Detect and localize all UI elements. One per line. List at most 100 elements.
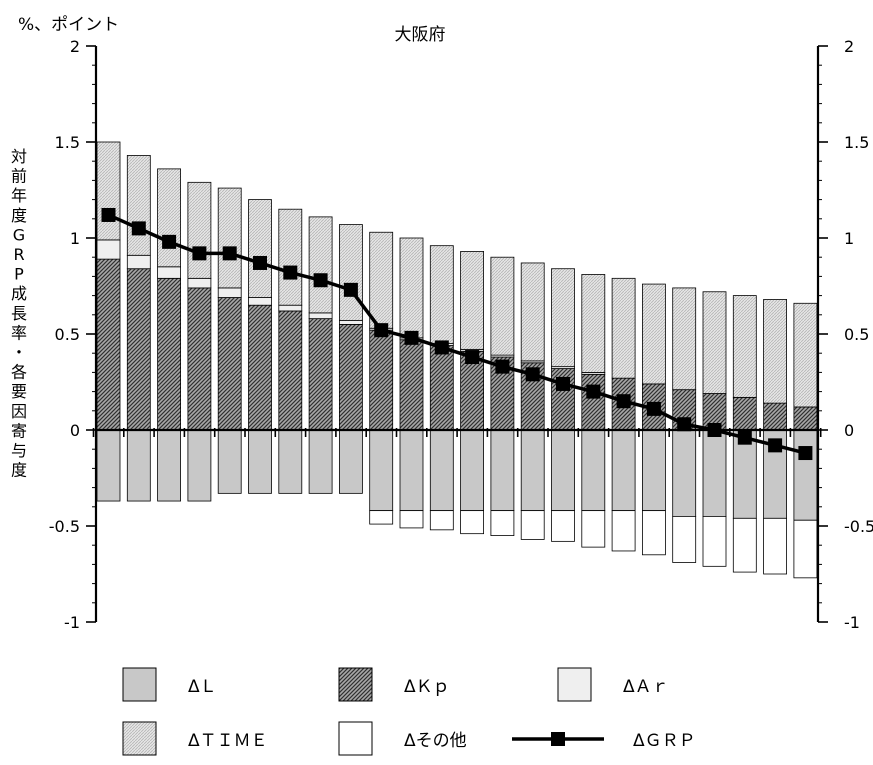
legend-label: ΔＡｒ [623, 677, 669, 697]
bar-other [551, 510, 575, 542]
grp-line-group [101, 207, 813, 461]
bar-ar [96, 239, 121, 260]
bar-l [490, 429, 515, 512]
grp-marker [798, 446, 813, 461]
grp-marker [707, 423, 722, 437]
unit-label: %、ポイント [18, 15, 119, 35]
bar-other [672, 516, 697, 563]
bar-kp [308, 318, 333, 431]
bar-other [732, 517, 757, 573]
bar-kp [763, 402, 787, 431]
grp-marker [283, 265, 298, 280]
bar-time [369, 231, 394, 329]
bar-other [702, 516, 727, 567]
grp-line [107, 213, 806, 455]
bar-time [611, 277, 636, 379]
y-tick-label-left: 1 [70, 229, 80, 248]
y-tick-label-right: 1 [844, 229, 854, 248]
grp-marker [222, 246, 237, 261]
y-tick-label-left: -1 [64, 613, 80, 632]
bar-time [308, 216, 333, 314]
bar-ar [308, 312, 333, 320]
legend-label: ΔＫｐ [404, 677, 450, 697]
bar-time [187, 181, 212, 279]
legend-label: ΔＴＩＭＥ [188, 731, 268, 751]
grp-marker [616, 394, 631, 409]
y-tick-label-left: 1.5 [55, 133, 80, 152]
bar-l [581, 429, 606, 512]
bar-l [369, 429, 394, 512]
bar-time [96, 141, 121, 241]
bar-l [551, 429, 575, 512]
legend: ΔＬ ΔＫｐ ΔＡｒ ΔＴＩＭＥ Δその他 ΔＧＲＰ [122, 667, 696, 756]
bar-l [338, 429, 363, 494]
bar-time [217, 187, 242, 289]
bar-ar [126, 254, 151, 270]
bar-l [611, 429, 636, 512]
bar-time [581, 274, 606, 373]
bar-time [338, 224, 363, 321]
bar-kp [369, 329, 394, 431]
legend-swatch-grp-marker [551, 732, 565, 746]
bar-time [520, 262, 545, 362]
bar-time [490, 256, 515, 356]
bar-l [157, 429, 182, 502]
bar-l [702, 429, 727, 517]
grp-marker [525, 367, 540, 382]
bar-time [429, 245, 454, 344]
bar-kp [793, 406, 818, 431]
grp-marker [374, 323, 389, 338]
bar-kp [217, 297, 242, 431]
grp-marker [465, 350, 480, 365]
bar-l [126, 429, 151, 502]
grp-marker [101, 207, 116, 222]
grp-marker [253, 255, 267, 270]
grp-marker [192, 246, 207, 261]
grp-marker [737, 430, 752, 445]
bar-kp [126, 268, 151, 431]
bar-kp [429, 345, 454, 431]
y-tick-label-right: 0.5 [844, 325, 869, 344]
y-tick-label-left: -0.5 [49, 517, 80, 536]
bar-l [308, 429, 333, 494]
grp-marker [495, 359, 510, 374]
bars-group [96, 141, 818, 579]
bar-other [520, 510, 545, 540]
y-tick-label-left: 2 [70, 37, 80, 56]
bar-time [732, 295, 757, 398]
bar-other [793, 519, 818, 579]
bar-time [702, 291, 727, 394]
bar-kp [278, 310, 303, 431]
legend-swatch [557, 667, 592, 702]
bar-l [187, 429, 212, 502]
bar-kp [157, 277, 182, 431]
bar-time [672, 287, 697, 391]
bar-kp [96, 258, 121, 431]
grp-marker [162, 234, 177, 249]
bar-ar [248, 297, 272, 306]
bar-ar [157, 266, 182, 279]
bar-other [369, 510, 394, 525]
bar-kp [581, 373, 606, 431]
grp-marker [677, 417, 692, 432]
grp-marker [586, 384, 601, 399]
bar-l [460, 429, 485, 512]
bar-time [642, 283, 666, 385]
bar-time [157, 168, 182, 268]
bar-time [278, 208, 303, 306]
bar-l [217, 429, 242, 494]
bar-other [642, 510, 666, 556]
grp-marker [768, 438, 783, 453]
bar-other [611, 510, 636, 552]
bar-other [581, 510, 606, 548]
bar-kp [187, 287, 212, 431]
bar-time [248, 199, 272, 298]
bar-ar [338, 320, 363, 325]
grp-marker [404, 330, 419, 345]
grp-marker [556, 376, 570, 391]
bar-l [278, 429, 303, 494]
axes-group: 2 2 1.5 1.5 1 1 0.5 0.5 0 0 -0.5 -0.5 -1 -1 [49, 37, 873, 632]
bar-l [520, 429, 545, 512]
bar-time [399, 237, 424, 339]
bar-l [399, 429, 424, 512]
